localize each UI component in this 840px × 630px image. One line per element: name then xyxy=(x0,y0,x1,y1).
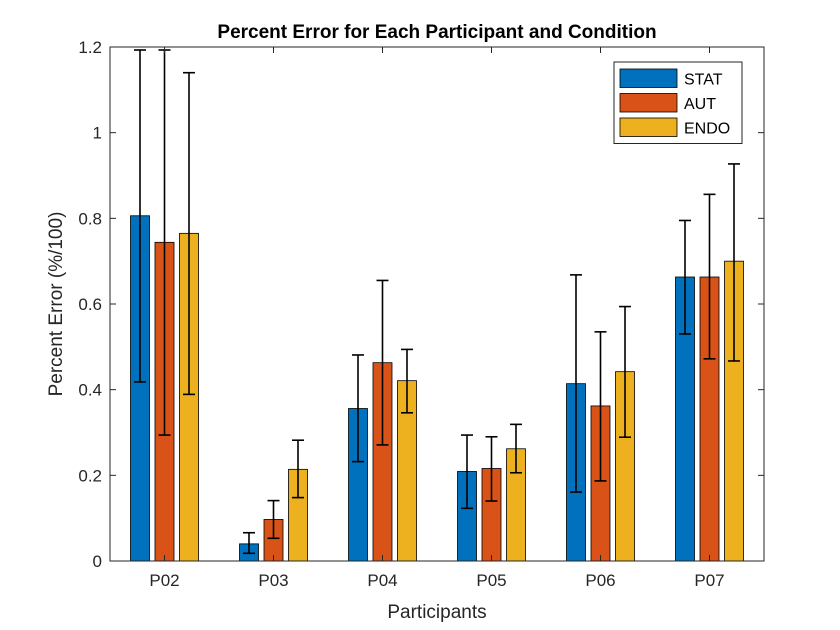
y-tick-label: 1.2 xyxy=(78,38,102,57)
y-tick-label: 0.6 xyxy=(78,295,102,314)
y-axis-title: Percent Error (%/100) xyxy=(46,212,67,397)
legend-label-aut: AUT xyxy=(684,96,716,113)
y-tick-label: 0.4 xyxy=(78,381,102,400)
legend-label-stat: STAT xyxy=(684,71,723,88)
y-tick-label: 0.2 xyxy=(78,466,102,485)
y-tick-label: 0.8 xyxy=(78,209,102,228)
x-tick-label: P02 xyxy=(149,571,179,590)
x-tick-label: P04 xyxy=(367,571,397,590)
x-axis-ticks: P02 P03 P04 P05 P06 P07 xyxy=(149,47,725,590)
x-axis-title: Participants xyxy=(387,602,486,623)
y-axis-ticks: 0 0.2 0.4 0.6 0.8 1 1.2 xyxy=(78,38,764,571)
error-bars-layer xyxy=(134,49,740,555)
x-tick-label: P05 xyxy=(476,571,506,590)
x-tick-label: P07 xyxy=(694,571,724,590)
chart-title: Percent Error for Each Participant and C… xyxy=(217,22,656,43)
legend-swatch-endo xyxy=(619,117,678,137)
x-tick-label: P03 xyxy=(258,571,288,590)
legend-swatch-stat xyxy=(619,68,678,88)
y-tick-label: 0 xyxy=(93,552,102,571)
x-tick-label: P06 xyxy=(585,571,615,590)
legend-label-endo: ENDO xyxy=(684,120,730,137)
legend: STAT AUT ENDO xyxy=(613,61,743,144)
bars-layer xyxy=(130,215,744,562)
legend-swatch-aut xyxy=(619,93,678,113)
y-tick-label: 1 xyxy=(93,124,102,143)
